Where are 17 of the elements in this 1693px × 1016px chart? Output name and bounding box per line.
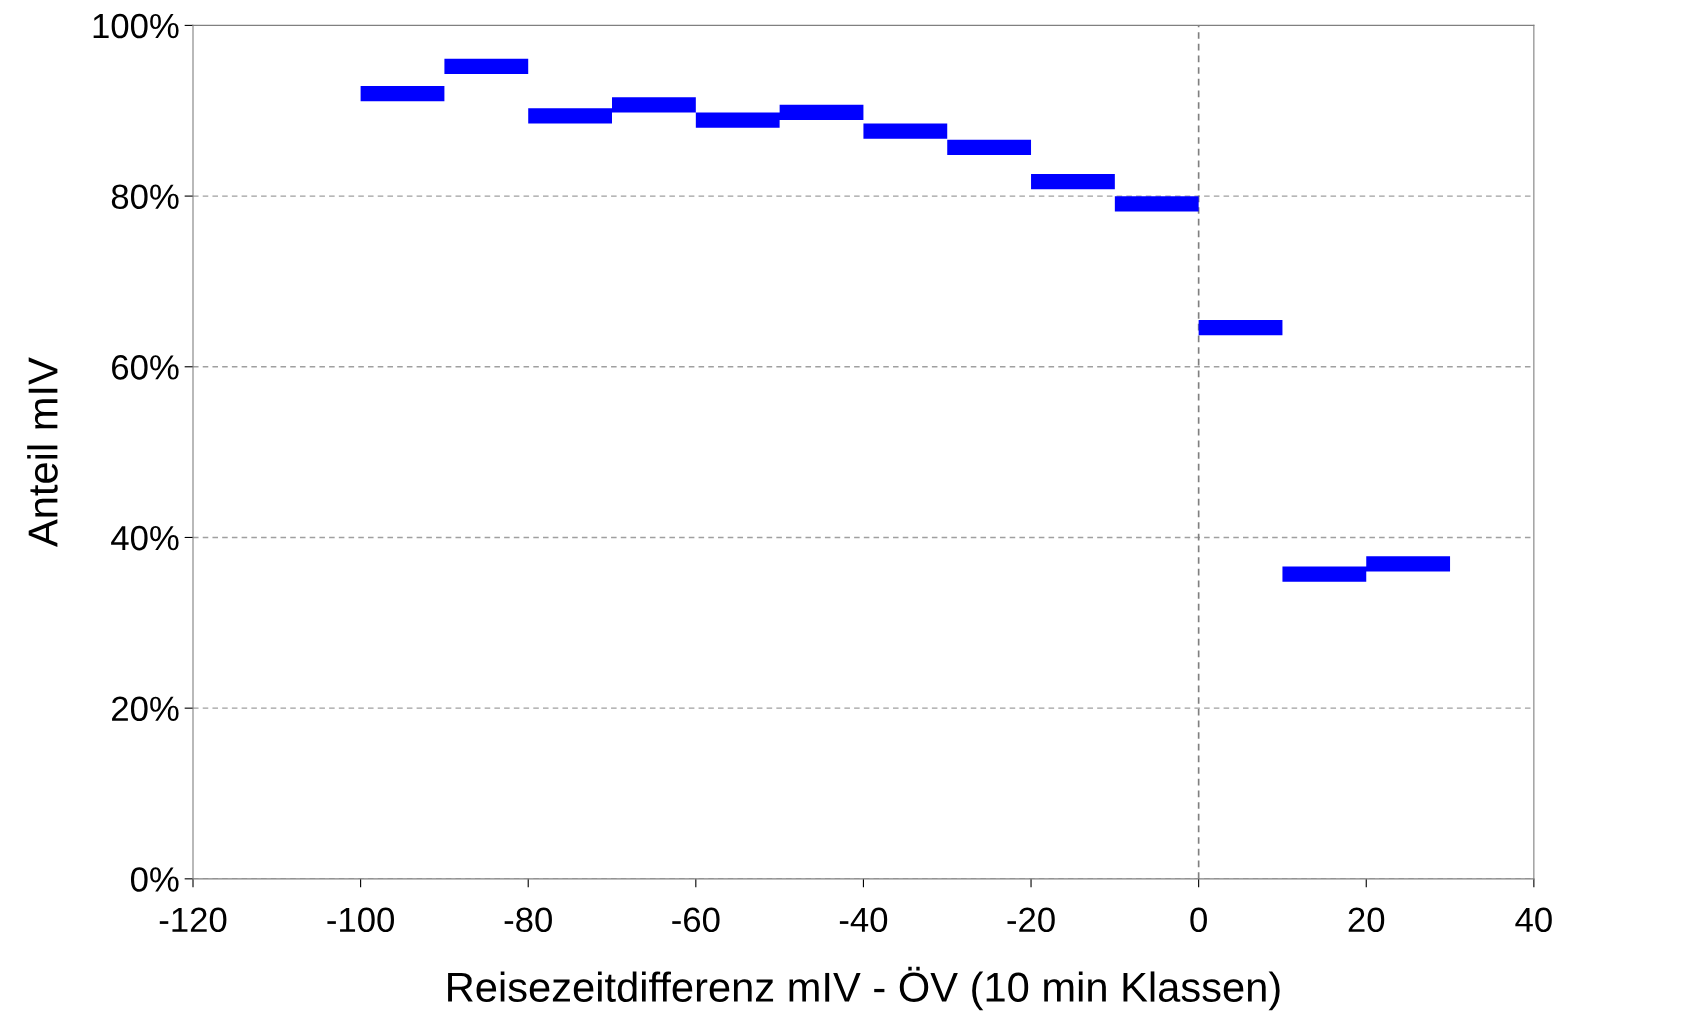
y-tick-label: 40% (111, 525, 179, 551)
y-tick-label: 80% (111, 184, 179, 210)
x-tick-label: -20 (1007, 907, 1055, 933)
x-tick-label: 20 (1348, 907, 1385, 933)
x-tick-label: -40 (839, 907, 888, 933)
x-tick-label: -120 (159, 907, 227, 933)
y-tick-label: 100% (93, 13, 179, 39)
x-tick-label: 40 (1515, 907, 1552, 933)
x-tick-label: 0 (1190, 907, 1207, 933)
x-tick-label: -60 (672, 907, 720, 933)
x-axis-title: Reisezeitdifferenz mIV - ÖV (10 min Klassen) (448, 966, 1280, 1011)
y-tick-label: 60% (112, 355, 179, 380)
x-tick-label: -100 (327, 907, 394, 933)
y-tick-label: 20% (112, 696, 179, 722)
y-axis-title: Anteil mIV (27, 357, 58, 547)
x-tick-label: -80 (504, 907, 552, 933)
y-tick-label: 0% (130, 867, 179, 892)
